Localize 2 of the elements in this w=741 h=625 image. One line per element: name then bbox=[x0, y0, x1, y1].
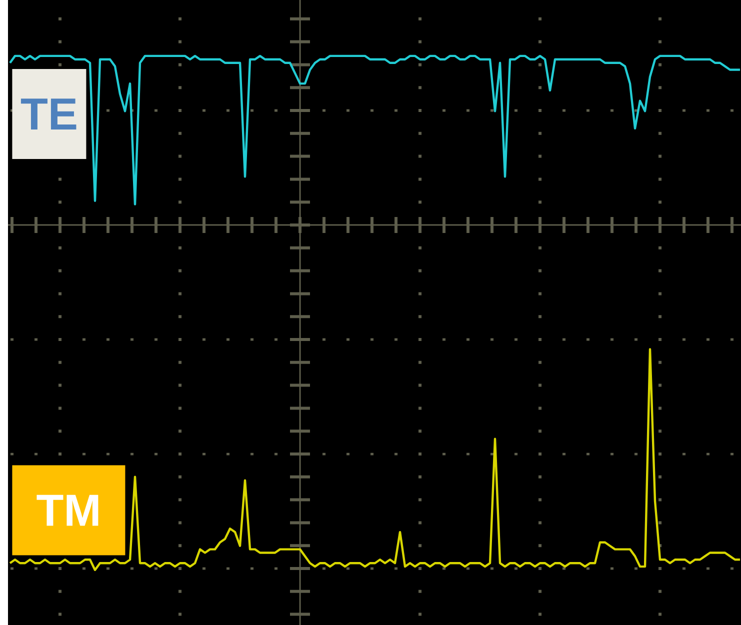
series-label: TM bbox=[36, 494, 98, 526]
series-label: TE bbox=[20, 98, 76, 130]
